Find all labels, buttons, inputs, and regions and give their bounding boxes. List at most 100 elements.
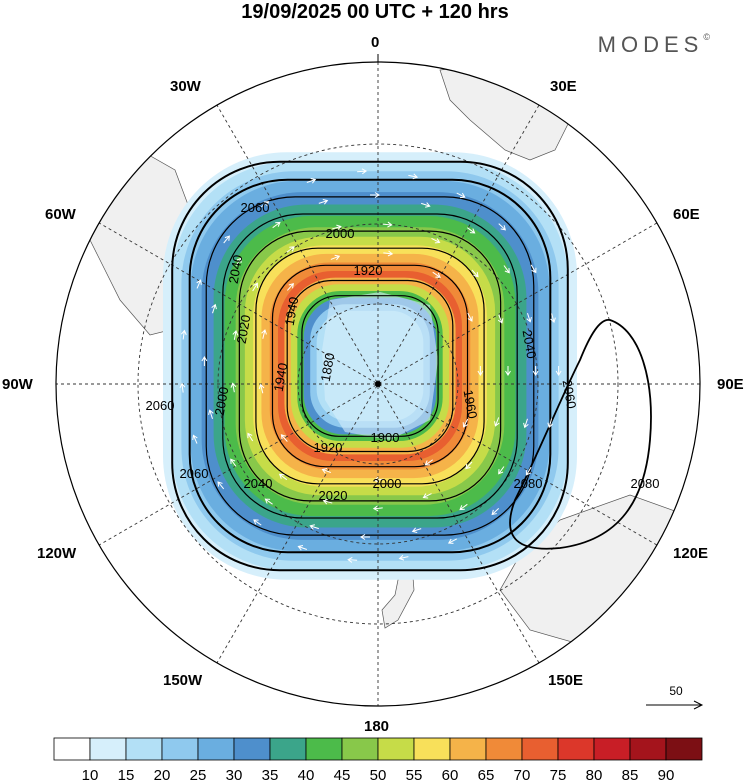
lon-label-30e: 30E bbox=[550, 78, 577, 95]
wind-arrow bbox=[278, 473, 288, 481]
contour-label: 1920 bbox=[354, 263, 383, 278]
height-contour bbox=[238, 230, 502, 502]
wind-arrow bbox=[459, 503, 468, 511]
lon-label-60w: 60W bbox=[45, 206, 76, 223]
lon-label-120w: 120W bbox=[37, 545, 77, 562]
wind-arrow bbox=[424, 459, 433, 466]
wind-arrow bbox=[532, 366, 539, 376]
colorbar-tick-label: 90 bbox=[658, 767, 675, 782]
contour-label: 2020 bbox=[234, 314, 254, 345]
wind-arrow bbox=[306, 177, 317, 184]
height-contour bbox=[188, 178, 552, 554]
wind-arrow bbox=[286, 246, 295, 253]
wind-arrow bbox=[526, 313, 532, 323]
wind-arrow bbox=[179, 382, 186, 393]
brand-text: MODES bbox=[597, 32, 704, 57]
wind-arrow bbox=[264, 498, 273, 505]
lon-label-30w: 30W bbox=[170, 78, 201, 95]
colorbar-swatch bbox=[413, 737, 451, 761]
contour-label: 2060 bbox=[146, 398, 175, 413]
height-contour bbox=[222, 213, 518, 519]
contour-label: 1940 bbox=[271, 362, 291, 393]
contour-label: 2080 bbox=[514, 476, 543, 491]
contour-label: 1920 bbox=[314, 440, 343, 455]
lon-label-150w: 150W bbox=[163, 672, 203, 689]
wind-arrow bbox=[360, 534, 370, 540]
wind-arrow bbox=[180, 329, 187, 340]
wind-arrow bbox=[230, 458, 237, 467]
lon-label-120e: 120E bbox=[673, 545, 709, 562]
colorbar-tick-label: 75 bbox=[550, 767, 567, 782]
wind-arrow bbox=[447, 538, 457, 544]
wind-arrow bbox=[491, 507, 500, 516]
height-contour bbox=[271, 264, 469, 468]
wind-arrow bbox=[217, 481, 225, 490]
wind-arrow bbox=[223, 235, 230, 244]
colorbar-tick-label: 35 bbox=[262, 767, 279, 782]
wind-vectors bbox=[179, 168, 562, 563]
contour-label: 2000 bbox=[373, 476, 402, 491]
contour-label: 2000 bbox=[212, 386, 232, 417]
wind-arrow bbox=[192, 434, 198, 444]
wind-arrow bbox=[196, 279, 202, 289]
contour-label: 2080 bbox=[631, 476, 660, 491]
wind-arrow bbox=[497, 314, 504, 324]
wind-arrow bbox=[547, 418, 554, 429]
contour-label: 1900 bbox=[371, 430, 400, 445]
wind-arrow bbox=[456, 192, 466, 199]
colorbar-swatch bbox=[485, 737, 523, 761]
colorbar-swatch bbox=[161, 737, 199, 761]
wind-arrow bbox=[550, 313, 556, 324]
colorbar-tick-label: 10 bbox=[82, 767, 99, 782]
contour-label: 2060 bbox=[180, 466, 209, 481]
wind-arrow bbox=[286, 282, 294, 291]
contour-2080 bbox=[509, 319, 652, 550]
wind-arrow bbox=[232, 330, 239, 340]
colorbar-swatch bbox=[89, 737, 127, 761]
wind-arrow bbox=[247, 432, 254, 442]
colorbar-tick-label: 25 bbox=[190, 767, 207, 782]
colorbar-tick-label: 70 bbox=[514, 767, 531, 782]
wind-arrow bbox=[330, 254, 341, 261]
wind-arrow bbox=[498, 223, 506, 231]
wind-arrow bbox=[309, 524, 319, 530]
colorbar-tick-label: 50 bbox=[370, 767, 387, 782]
modes-logo: MODES© bbox=[597, 32, 710, 57]
wind-arrow bbox=[208, 409, 214, 419]
wind-arrow bbox=[432, 271, 441, 278]
wind-arrow bbox=[462, 418, 469, 428]
colorbar-swatch bbox=[377, 737, 415, 761]
colorbar-tick-label: 65 bbox=[478, 767, 495, 782]
lon-label-150e: 150E bbox=[548, 672, 584, 689]
colorbar-tick-label: 45 bbox=[334, 767, 351, 782]
wind-arrow bbox=[235, 257, 242, 266]
wind-arrow bbox=[252, 282, 258, 292]
map-title: 19/09/2025 00 UTC + 120 hrs bbox=[241, 1, 509, 23]
wind-arrow bbox=[280, 434, 288, 442]
wind-arrow bbox=[211, 303, 217, 314]
wind-arrow bbox=[372, 505, 383, 512]
wind-arrow bbox=[382, 221, 393, 228]
inner-low bbox=[322, 292, 438, 440]
lon-label-60e: 60E bbox=[673, 206, 700, 223]
wind-arrow bbox=[297, 544, 308, 551]
lon-label-180: 180 bbox=[364, 718, 390, 735]
colorbar-tick-label: 30 bbox=[226, 767, 243, 782]
wind-arrow bbox=[530, 264, 537, 274]
contour-label: 2040 bbox=[244, 476, 273, 491]
contour-label: 1960 bbox=[461, 389, 481, 420]
wind-arrow bbox=[503, 265, 510, 274]
colorbar-swatch bbox=[593, 737, 631, 761]
colorbar-tick-label: 40 bbox=[298, 767, 315, 782]
wind-arrow bbox=[318, 198, 329, 205]
meridian bbox=[98, 222, 658, 546]
wind-arrow bbox=[357, 168, 368, 175]
height-contour bbox=[205, 196, 535, 536]
lon-label-0: 0 bbox=[371, 34, 380, 51]
wind-arrow bbox=[322, 498, 333, 505]
wind-arrow bbox=[373, 476, 384, 483]
wind-arrow bbox=[272, 221, 281, 229]
wind-arrow bbox=[408, 173, 419, 180]
south-pole-marker bbox=[375, 381, 381, 387]
colorbar-swatch bbox=[125, 737, 163, 761]
